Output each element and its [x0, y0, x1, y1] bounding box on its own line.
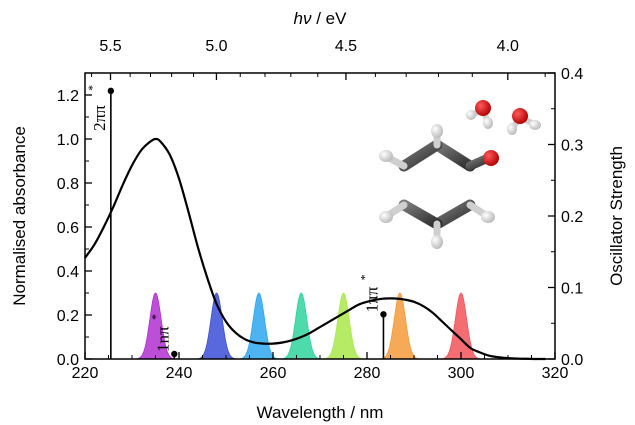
y-tick-label: 0.4 [57, 264, 79, 281]
transition-label: 1nπ * [148, 314, 172, 352]
svg-text:*: * [85, 85, 99, 91]
y-axis-title: Normalised absorbance [10, 126, 29, 306]
hydrogen-atom [379, 211, 393, 223]
absorbance-curve [84, 137, 546, 361]
x-tick-label: 220 [72, 365, 99, 382]
laser-pulse [132, 292, 179, 360]
laser-pulse [236, 292, 282, 360]
transition-label: 1ππ * [357, 274, 381, 312]
svg-text:2ππ: 2ππ [90, 105, 109, 131]
top-tick-label: 5.0 [205, 38, 227, 55]
laser-pulse [278, 292, 324, 360]
hydrogen-atom [431, 124, 443, 138]
top-tick-label: 4.5 [335, 38, 357, 55]
laser-pulse [377, 292, 423, 360]
hydrogen-atom [431, 235, 443, 249]
y2-tick-label: 0.4 [561, 66, 583, 83]
x-tick-label: 240 [166, 365, 193, 382]
laser-pulse [320, 292, 367, 360]
y2-tick-label: 0.1 [561, 281, 583, 298]
x-axis-title: Wavelength / nm [257, 403, 384, 422]
water-molecule [466, 100, 493, 129]
x-tick-label: 260 [260, 365, 287, 382]
laser-pulse [194, 292, 240, 360]
y-tick-label: 0.8 [57, 176, 79, 193]
x-tick-label: 300 [448, 365, 475, 382]
hydrogen-atom [379, 150, 393, 162]
phenol-water-molecule-image [379, 100, 541, 249]
svg-text:1nπ: 1nπ [153, 326, 172, 352]
x-tick-label: 280 [354, 365, 381, 382]
y-tick-label: 1.0 [57, 132, 79, 149]
top-tick-label: 4.0 [497, 38, 519, 55]
y-tick-label: 0.0 [57, 352, 79, 369]
svg-text:1ππ: 1ππ [362, 286, 381, 312]
top-axis-title: hν / eV [294, 9, 348, 28]
hydrogen-atom [481, 211, 495, 223]
oxygen-atom [483, 150, 499, 166]
x-tick-label: 320 [542, 365, 569, 382]
transition-marker [107, 87, 115, 95]
transition-marker [171, 350, 178, 358]
water-molecule [507, 108, 541, 135]
y2-tick-label: 0.0 [561, 352, 583, 369]
top-tick-label: 5.5 [99, 38, 121, 55]
plot-area: 2ππ * 1nπ * 1ππ * [84, 85, 546, 361]
svg-text:*: * [148, 314, 162, 320]
y-tick-label: 0.6 [57, 220, 79, 237]
laser-pulse [438, 292, 484, 360]
y2-tick-label: 0.2 [561, 209, 583, 226]
axis-ticks: 220 240 260 280 300 3200.00.20.40.60.81.01.20… [57, 38, 584, 382]
y-tick-label: 0.2 [57, 308, 79, 325]
transition-label: 2ππ * [85, 85, 109, 131]
transition-marker [380, 311, 387, 318]
y2-axis-title: Oscillator Strength [607, 146, 626, 286]
y2-tick-label: 0.3 [561, 138, 583, 155]
y-tick-label: 1.2 [57, 88, 79, 105]
svg-text:*: * [357, 274, 371, 280]
